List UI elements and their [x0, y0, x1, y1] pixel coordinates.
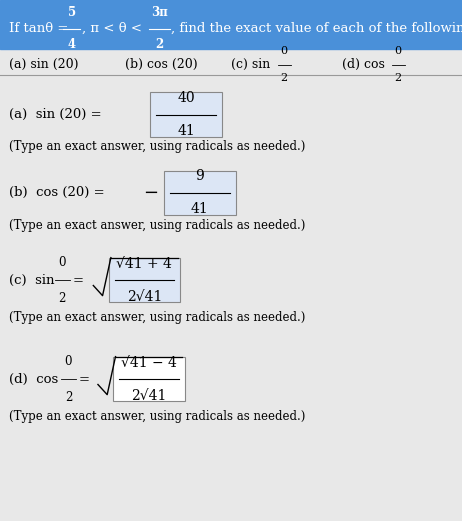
Text: 2√41: 2√41: [131, 389, 167, 403]
FancyBboxPatch shape: [113, 357, 185, 401]
Text: 40: 40: [177, 91, 195, 105]
FancyBboxPatch shape: [109, 258, 180, 302]
Text: 3π: 3π: [151, 6, 168, 19]
FancyBboxPatch shape: [164, 171, 236, 215]
Text: (d)  cos: (d) cos: [9, 373, 59, 386]
FancyBboxPatch shape: [150, 93, 222, 137]
Text: 5: 5: [67, 6, 76, 19]
Text: 0: 0: [395, 46, 402, 56]
Text: 41: 41: [177, 124, 195, 138]
Text: 2: 2: [280, 73, 288, 83]
Text: 2: 2: [395, 73, 402, 83]
Text: 2: 2: [155, 38, 164, 51]
Text: (Type an exact answer, using radicals as needed.): (Type an exact answer, using radicals as…: [9, 141, 306, 153]
Text: (b) cos (20): (b) cos (20): [125, 58, 197, 71]
Text: √41 + 4: √41 + 4: [116, 257, 172, 271]
Text: √41 − 4: √41 − 4: [121, 356, 177, 370]
Bar: [0, 0, 462, 49]
Text: 0: 0: [59, 256, 66, 269]
Text: 41: 41: [191, 202, 209, 216]
Text: (d) cos: (d) cos: [342, 58, 389, 71]
Text: −: −: [143, 184, 158, 202]
Text: 2: 2: [65, 391, 72, 404]
Text: , π < θ <: , π < θ <: [82, 22, 146, 35]
Text: (Type an exact answer, using radicals as needed.): (Type an exact answer, using radicals as…: [9, 411, 306, 423]
Text: , find the exact value of each of the following.: , find the exact value of each of the fo…: [171, 22, 462, 35]
Text: (a)  sin (20) =: (a) sin (20) =: [9, 108, 102, 121]
Text: 9: 9: [195, 169, 204, 183]
Text: 0: 0: [280, 46, 288, 56]
Text: =: =: [73, 274, 84, 287]
Text: If tanθ =: If tanθ =: [9, 22, 73, 35]
Text: (c) sin: (c) sin: [231, 58, 274, 71]
Text: (Type an exact answer, using radicals as needed.): (Type an exact answer, using radicals as…: [9, 312, 306, 324]
Text: 0: 0: [65, 355, 72, 368]
Text: (c)  sin: (c) sin: [9, 274, 55, 287]
Text: (Type an exact answer, using radicals as needed.): (Type an exact answer, using radicals as…: [9, 219, 306, 231]
Text: (a) sin (20): (a) sin (20): [9, 58, 79, 71]
Text: (b)  cos (20) =: (b) cos (20) =: [9, 187, 105, 199]
Text: 2√41: 2√41: [127, 290, 162, 304]
Text: =: =: [79, 373, 90, 386]
Text: 4: 4: [67, 38, 76, 51]
Text: 2: 2: [59, 292, 66, 305]
